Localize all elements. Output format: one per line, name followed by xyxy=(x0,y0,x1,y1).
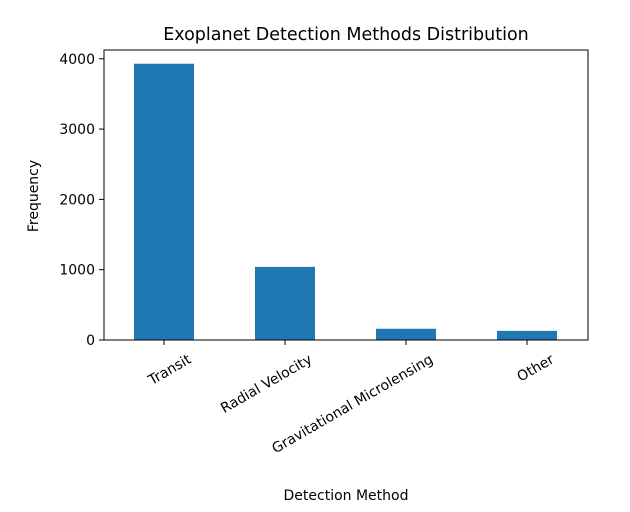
y-tick-label: 0 xyxy=(86,333,95,349)
x-tick-label: Other xyxy=(515,351,558,385)
bar-other xyxy=(497,330,557,340)
plot-frame xyxy=(103,49,589,341)
y-tick-label: 4000 xyxy=(59,52,95,68)
x-axis-label: Detection Method xyxy=(284,488,409,504)
bar-transit xyxy=(134,63,194,340)
chart-title: Exoplanet Detection Methods Distribution xyxy=(163,25,529,45)
x-tick-label: Transit xyxy=(145,351,194,389)
y-tick-label: 3000 xyxy=(59,122,95,138)
x-tick-label: Radial Velocity xyxy=(218,352,315,417)
y-axis-label: Frequency xyxy=(26,160,42,232)
y-tick-label: 2000 xyxy=(59,192,95,208)
bar-gravitational-microlensing xyxy=(376,328,436,340)
bars-group xyxy=(134,63,557,340)
y-axis: 0 1000 2000 3000 4000 xyxy=(59,52,104,349)
y-tick-label: 1000 xyxy=(59,263,95,279)
bar-radial-velocity xyxy=(255,266,315,340)
